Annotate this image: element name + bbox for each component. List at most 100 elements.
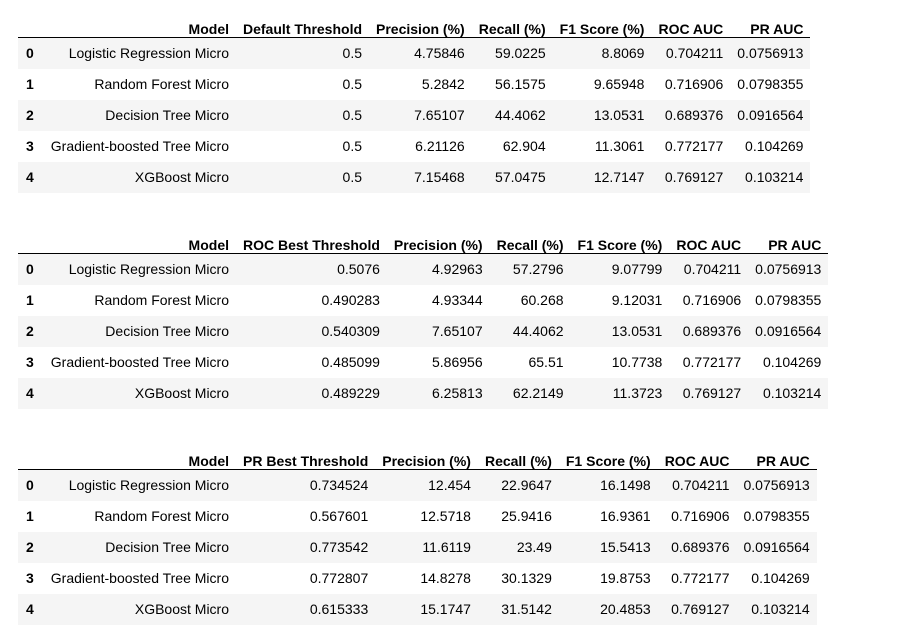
cell-model: Logistic Regression Micro [68, 261, 229, 278]
row-index: 4 [26, 169, 34, 185]
cell-f1: 13.0531 [611, 323, 663, 339]
cell-roc-auc: 0.704211 [665, 45, 724, 62]
index-header [18, 6, 44, 38]
cell-threshold: 0.5 [342, 76, 363, 92]
cell-model: Logistic Regression Micro [68, 477, 229, 494]
cell-precision: 7.65107 [432, 323, 483, 339]
table-row: 0 Logistic Regression Micro 0.5 4.75846 … [18, 37, 811, 69]
cell-threshold: 0.5076 [337, 261, 380, 278]
column-header-recall: Recall (%) [477, 438, 559, 470]
column-header-pr-auc: PR AUC [730, 6, 811, 38]
cell-threshold: 0.615333 [309, 601, 369, 617]
cell-f1: 16.1498 [600, 477, 651, 494]
row-index: 4 [26, 385, 34, 401]
cell-model: Logistic Regression Micro [68, 45, 229, 62]
cell-recall: 57.0475 [495, 169, 546, 185]
cell-f1: 9.07799 [611, 261, 663, 278]
cell-threshold: 0.540309 [321, 323, 380, 339]
row-index: 0 [26, 45, 34, 62]
cell-threshold: 0.772807 [309, 570, 369, 586]
row-index: 2 [26, 323, 34, 339]
table-row: 4 XGBoost Micro 0.615333 15.1747 31.5142… [18, 593, 817, 625]
column-header-f1: F1 Score (%) [558, 438, 658, 470]
cell-threshold: 0.773542 [309, 539, 369, 555]
table-row: 4 XGBoost Micro 0.489229 6.25813 62.2149… [18, 377, 829, 409]
cell-pr-auc: 0.0798355 [737, 76, 804, 92]
cell-f1: 10.7738 [611, 354, 663, 370]
cell-pr-auc: 0.103214 [762, 385, 822, 401]
table-row: 2 Decision Tree Micro 0.773542 11.6119 2… [18, 531, 817, 563]
index-header [18, 222, 44, 254]
cell-pr-auc: 0.0916564 [737, 107, 804, 123]
column-header-recall: Recall (%) [471, 6, 553, 38]
cell-model: Random Forest Micro [94, 292, 229, 308]
cell-model: Decision Tree Micro [105, 323, 229, 339]
cell-roc-auc: 0.716906 [664, 76, 724, 92]
cell-threshold: 0.485099 [321, 354, 380, 370]
cell-precision: 7.65107 [414, 107, 465, 123]
cell-model: Random Forest Micro [94, 76, 229, 92]
row-index: 1 [26, 508, 34, 524]
table-row: 1 Random Forest Micro 0.5 5.2842 56.1575… [18, 68, 811, 100]
dataframe-table: Model Default Threshold Precision (%) Re… [18, 6, 811, 193]
cell-pr-auc: 0.104269 [745, 138, 804, 154]
column-header-precision: Precision (%) [369, 6, 472, 38]
cell-f1: 20.4853 [600, 601, 651, 617]
cell-threshold: 0.490283 [321, 292, 380, 308]
cell-model: Decision Tree Micro [105, 539, 229, 555]
column-header-f1: F1 Score (%) [552, 6, 652, 38]
cell-roc-auc: 0.769127 [664, 169, 724, 185]
cell-model: Random Forest Micro [94, 508, 229, 524]
cell-f1: 8.8069 [601, 45, 645, 62]
dataframe-default-threshold: Model Default Threshold Precision (%) Re… [18, 6, 811, 193]
dataframe-table: Model ROC Best Threshold Precision (%) R… [18, 222, 829, 409]
cell-pr-auc: 0.0798355 [743, 508, 810, 524]
row-index: 1 [26, 76, 34, 92]
cell-model: Gradient-boosted Tree Micro [50, 138, 229, 154]
cell-model: XGBoost Micro [134, 169, 229, 185]
cell-recall: 30.1329 [501, 570, 552, 586]
table-row: 3 Gradient-boosted Tree Micro 0.485099 5… [18, 346, 829, 378]
row-index: 3 [26, 354, 34, 370]
cell-pr-auc: 0.103214 [745, 169, 804, 185]
cell-roc-auc: 0.769127 [671, 601, 730, 617]
column-header-roc-auc: ROC AUC [657, 438, 737, 470]
cell-roc-auc: 0.716906 [671, 508, 730, 524]
cell-f1: 15.5413 [600, 539, 651, 555]
cell-recall: 65.51 [528, 354, 564, 370]
table-row: 2 Decision Tree Micro 0.540309 7.65107 4… [18, 315, 829, 347]
cell-f1: 16.9361 [600, 508, 651, 524]
cell-threshold: 0.5 [342, 107, 363, 123]
cell-threshold: 0.489229 [321, 385, 380, 401]
column-header-pr-auc: PR AUC [748, 222, 829, 254]
table-row: 4 XGBoost Micro 0.5 7.15468 57.0475 12.7… [18, 161, 811, 193]
table-row: 1 Random Forest Micro 0.490283 4.93344 6… [18, 284, 829, 316]
row-index: 2 [26, 539, 34, 555]
row-index: 2 [26, 107, 34, 123]
cell-threshold: 0.5 [342, 45, 363, 62]
cell-roc-auc: 0.689376 [682, 323, 742, 339]
cell-pr-auc: 0.104269 [762, 354, 822, 370]
cell-precision: 12.5718 [420, 508, 471, 524]
cell-recall: 60.268 [520, 292, 564, 308]
column-header-pr-auc: PR AUC [736, 438, 817, 470]
cell-precision: 4.75846 [414, 45, 465, 62]
cell-precision: 14.8278 [420, 570, 471, 586]
cell-pr-auc: 0.0756913 [737, 45, 804, 62]
cell-recall: 31.5142 [501, 601, 552, 617]
cell-roc-auc: 0.716906 [682, 292, 742, 308]
cell-precision: 5.86956 [432, 354, 483, 370]
column-header-threshold: Default Threshold [236, 6, 370, 38]
cell-precision: 11.6119 [422, 539, 471, 555]
table-row: 0 Logistic Regression Micro 0.5076 4.929… [18, 253, 829, 285]
cell-roc-auc: 0.689376 [664, 107, 724, 123]
cell-model: Gradient-boosted Tree Micro [50, 570, 229, 586]
cell-precision: 7.15468 [414, 169, 465, 185]
table-row: 2 Decision Tree Micro 0.5 7.65107 44.406… [18, 99, 811, 131]
cell-precision: 6.21126 [415, 138, 465, 154]
cell-precision: 5.2842 [421, 76, 465, 92]
cell-pr-auc: 0.0916564 [743, 539, 810, 555]
table-row: 3 Gradient-boosted Tree Micro 0.5 6.2112… [18, 130, 811, 162]
header-row: Model ROC Best Threshold Precision (%) R… [18, 222, 829, 254]
cell-f1: 11.3061 [594, 138, 645, 154]
